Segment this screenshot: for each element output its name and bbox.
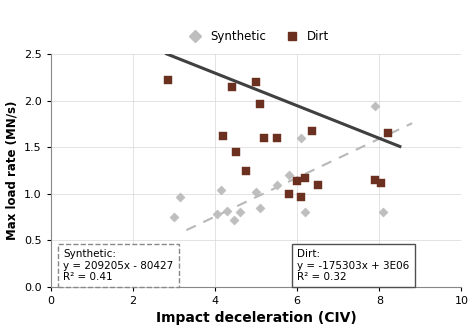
Point — [213, 212, 221, 217]
Y-axis label: Max load rate (MN/s): Max load rate (MN/s) — [6, 101, 18, 240]
Point — [219, 134, 227, 139]
Point — [256, 205, 264, 211]
Point — [372, 177, 379, 183]
Point — [273, 182, 281, 187]
Point — [293, 178, 301, 183]
Point — [224, 208, 231, 213]
Point — [293, 177, 301, 183]
Text: Dirt:
y = -175303x + 3E06
R² = 0.32: Dirt: y = -175303x + 3E06 R² = 0.32 — [297, 249, 410, 282]
Point — [372, 103, 379, 108]
X-axis label: Impact deceleration (CIV): Impact deceleration (CIV) — [156, 311, 356, 325]
Point — [298, 135, 305, 141]
Point — [298, 194, 305, 199]
Legend: Synthetic, Dirt: Synthetic, Dirt — [178, 25, 334, 48]
Text: Synthetic:
y = 209205x - 80427
R² = 0.41: Synthetic: y = 209205x - 80427 R² = 0.41 — [63, 249, 173, 282]
Point — [236, 210, 244, 215]
Point — [285, 191, 293, 197]
Point — [380, 210, 387, 215]
Point — [232, 149, 239, 155]
Point — [242, 168, 250, 173]
Point — [252, 189, 260, 195]
Point — [228, 84, 235, 90]
Point — [301, 175, 309, 181]
Point — [252, 80, 260, 85]
Point — [308, 128, 315, 133]
Point — [261, 135, 268, 141]
Point — [285, 173, 293, 178]
Point — [378, 180, 385, 185]
Point — [314, 182, 321, 187]
Point — [164, 78, 172, 83]
Point — [384, 131, 392, 136]
Point — [170, 214, 178, 220]
Point — [273, 135, 281, 141]
Point — [230, 217, 237, 222]
Point — [218, 188, 225, 193]
Point — [301, 210, 309, 215]
Point — [256, 101, 264, 106]
Point — [176, 194, 184, 199]
